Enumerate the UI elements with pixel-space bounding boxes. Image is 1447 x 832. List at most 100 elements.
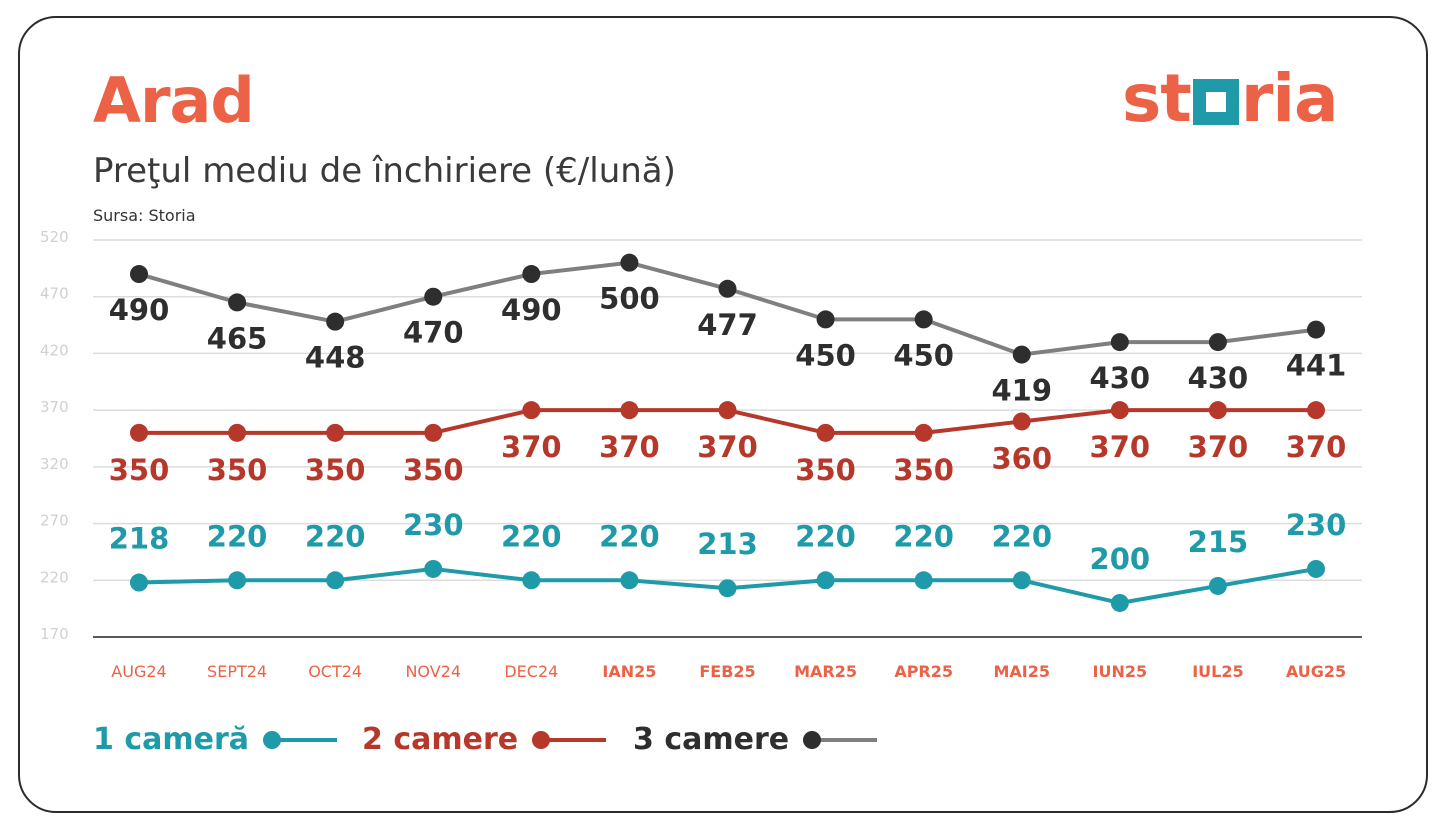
data-point <box>522 571 541 590</box>
data-point <box>424 287 443 306</box>
data-point <box>424 559 443 578</box>
data-label: 220 <box>991 519 1052 553</box>
data-point <box>718 401 737 420</box>
x-tick-label: DEC24 <box>504 662 558 681</box>
y-tick-label: 320 <box>40 455 69 473</box>
y-tick-label: 470 <box>40 285 69 303</box>
data-point <box>1110 333 1129 352</box>
data-point <box>1110 593 1129 612</box>
data-point <box>130 265 148 284</box>
legend-item-three-rooms: 3 camere <box>633 722 883 757</box>
data-point <box>1110 401 1129 420</box>
data-label: 230 <box>403 508 464 542</box>
logo-text-right: ria <box>1240 60 1339 137</box>
legend-swatch-one-room <box>263 730 343 750</box>
data-point <box>816 310 835 329</box>
x-tick-label: IAN25 <box>602 662 656 681</box>
data-point <box>130 573 148 592</box>
data-label: 218 <box>109 522 170 556</box>
source-note: Sursa: Storia <box>93 206 196 225</box>
data-point <box>1208 576 1227 595</box>
data-label: 450 <box>795 338 856 372</box>
data-label: 220 <box>599 519 660 553</box>
data-label: 220 <box>207 519 268 553</box>
data-point <box>914 423 933 442</box>
data-label: 430 <box>1188 361 1249 395</box>
data-label: 465 <box>207 321 268 355</box>
x-tick-label: IUL25 <box>1192 662 1243 681</box>
data-label: 477 <box>697 308 758 342</box>
data-point <box>1012 345 1031 364</box>
y-tick-label: 420 <box>40 341 69 359</box>
data-point <box>228 423 247 442</box>
data-point <box>522 401 541 420</box>
storia-logo: st ria <box>1122 66 1339 132</box>
x-tick-label: FEB25 <box>699 662 755 681</box>
data-point <box>620 401 639 420</box>
data-point <box>1208 333 1227 352</box>
data-point <box>326 571 345 590</box>
data-point <box>914 310 933 329</box>
data-point <box>1307 559 1325 578</box>
legend-label-two-rooms: 2 camere <box>362 722 519 757</box>
data-label: 200 <box>1090 542 1151 576</box>
y-tick-label: 270 <box>40 512 69 530</box>
data-point <box>816 423 835 442</box>
data-label: 430 <box>1090 361 1151 395</box>
data-point <box>620 253 639 272</box>
data-label: 370 <box>1188 430 1249 464</box>
data-label: 350 <box>893 453 954 487</box>
data-label: 350 <box>403 453 464 487</box>
data-label: 220 <box>795 519 856 553</box>
y-tick-label: 370 <box>40 398 69 416</box>
data-point <box>326 312 345 331</box>
data-label: 213 <box>697 527 758 561</box>
logo-square-icon <box>1192 79 1239 125</box>
data-point <box>228 293 247 312</box>
data-point <box>1208 401 1227 420</box>
data-label: 215 <box>1188 525 1249 559</box>
data-label: 350 <box>305 453 366 487</box>
data-label: 370 <box>501 430 562 464</box>
data-label: 490 <box>109 293 170 327</box>
x-tick-label: OCT24 <box>308 662 362 681</box>
x-tick-label: SEPT24 <box>207 662 267 681</box>
data-label: 220 <box>501 519 562 553</box>
data-point <box>620 571 639 590</box>
y-tick-label: 520 <box>40 228 69 246</box>
data-point <box>1307 320 1325 339</box>
x-tick-label: AUG25 <box>1286 662 1346 681</box>
legend-item-one-room: 1 cameră <box>93 722 343 757</box>
logo-text-left: st <box>1122 60 1192 137</box>
data-label: 450 <box>893 338 954 372</box>
data-label: 370 <box>697 430 758 464</box>
data-label: 448 <box>305 341 366 375</box>
legend-label-three-rooms: 3 camere <box>633 722 790 757</box>
data-label: 470 <box>403 316 464 350</box>
data-label: 419 <box>991 374 1052 408</box>
legend-item-two-rooms: 2 camere <box>362 722 612 757</box>
data-point <box>816 571 835 590</box>
data-label: 500 <box>599 282 660 316</box>
data-label: 350 <box>207 453 268 487</box>
y-tick-label: 220 <box>40 568 69 586</box>
data-point <box>424 423 443 442</box>
legend-swatch-three-rooms <box>803 730 883 750</box>
data-point <box>228 571 247 590</box>
data-label: 220 <box>305 519 366 553</box>
x-tick-label: NOV24 <box>405 662 461 681</box>
data-label: 360 <box>991 441 1052 475</box>
data-point <box>718 279 737 298</box>
x-tick-label: MAR25 <box>794 662 857 681</box>
legend-label-one-room: 1 cameră <box>93 722 249 757</box>
data-point <box>718 579 737 598</box>
x-tick-label: MAI25 <box>993 662 1050 681</box>
data-label: 350 <box>795 453 856 487</box>
y-tick-label: 170 <box>40 625 69 643</box>
data-point <box>1012 571 1031 590</box>
data-point <box>1307 401 1325 420</box>
data-point <box>130 423 148 442</box>
data-point <box>326 423 345 442</box>
x-tick-label: IUN25 <box>1093 662 1148 681</box>
data-label: 370 <box>599 430 660 464</box>
